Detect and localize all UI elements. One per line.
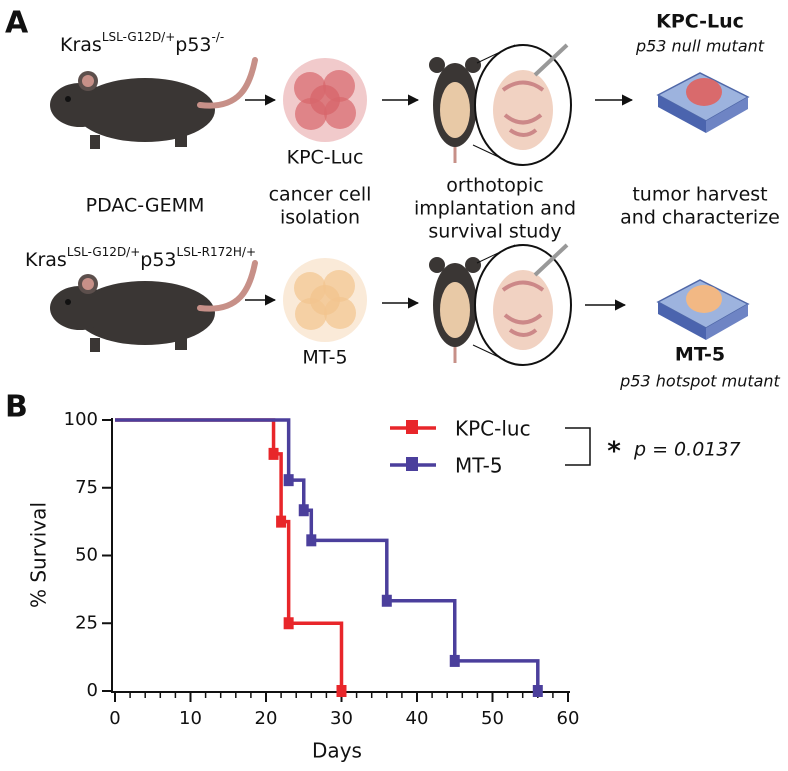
step-label: and characterize bbox=[620, 207, 780, 229]
event-marker bbox=[283, 474, 294, 487]
x-axis-label: Days bbox=[312, 739, 362, 763]
cell-line: MT-5 bbox=[302, 347, 347, 369]
y-tick-label: 0 bbox=[87, 680, 98, 701]
survival-curve bbox=[115, 418, 344, 691]
event-marker bbox=[449, 654, 460, 667]
event-marker bbox=[336, 685, 347, 697]
allele: -/- bbox=[212, 30, 225, 44]
x-tick-label: 50 bbox=[481, 708, 504, 729]
x-tick-label: 40 bbox=[406, 708, 429, 729]
step-label: PDAC-GEMM bbox=[86, 195, 205, 217]
x-tick-label: 60 bbox=[557, 708, 580, 729]
step-label: implantation and bbox=[414, 198, 576, 220]
comparison-bracket bbox=[565, 427, 591, 466]
legend-label: MT-5 bbox=[455, 454, 503, 478]
event-marker bbox=[306, 534, 317, 547]
x-tick-label: 30 bbox=[330, 708, 353, 729]
event-marker bbox=[532, 685, 543, 697]
allele: LSL-G12D/+ bbox=[102, 30, 175, 44]
panel-label: B bbox=[5, 390, 28, 425]
legend-marker bbox=[406, 457, 418, 471]
legend-marker bbox=[406, 420, 418, 434]
event-marker bbox=[298, 504, 309, 517]
allele: LSL-R172H/+ bbox=[177, 245, 256, 259]
y-axis-label: % Survival bbox=[27, 502, 51, 608]
significance-marker: * bbox=[607, 437, 621, 467]
step-label: tumor harvest bbox=[632, 184, 767, 206]
event-marker bbox=[381, 594, 392, 607]
allele: LSL-G12D/+ bbox=[67, 245, 140, 259]
gene: Kras bbox=[60, 34, 102, 56]
event-marker bbox=[283, 617, 294, 630]
x-tick-label: 10 bbox=[179, 708, 202, 729]
y-tick-label: 100 bbox=[64, 409, 98, 430]
mutation: p53 null mutant bbox=[635, 37, 765, 56]
event-marker bbox=[276, 515, 287, 528]
model-name: KPC-Luc bbox=[656, 11, 744, 33]
x-tick-label: 0 bbox=[109, 708, 120, 729]
panel-label: A bbox=[5, 6, 29, 41]
implant-illustration bbox=[427, 43, 573, 167]
cells-illustration bbox=[283, 58, 367, 142]
step-label: orthotopic bbox=[446, 175, 543, 197]
legend-label: KPC-luc bbox=[455, 417, 531, 441]
p-value: p = 0.0137 bbox=[633, 439, 741, 461]
tumor bbox=[686, 285, 722, 313]
y-tick-label: 75 bbox=[75, 477, 98, 498]
mutation: p53 hotspot mutant bbox=[619, 372, 780, 391]
step-label: cancer cell bbox=[269, 184, 372, 206]
gene: p53 bbox=[140, 249, 176, 271]
step-label: isolation bbox=[280, 207, 360, 229]
mouse-illustration bbox=[50, 60, 255, 149]
cells-illustration bbox=[283, 258, 367, 342]
gene: p53 bbox=[175, 34, 211, 56]
step-label: survival study bbox=[428, 221, 561, 243]
x-tick-label: 20 bbox=[255, 708, 278, 729]
y-tick-label: 25 bbox=[75, 612, 98, 633]
genotype: KrasLSL-G12D/+p53-/- bbox=[60, 30, 224, 56]
cell-line: KPC-Luc bbox=[287, 147, 364, 169]
implant-illustration bbox=[427, 243, 573, 367]
event-marker bbox=[268, 447, 279, 460]
tumor bbox=[686, 78, 722, 106]
mouse-illustration bbox=[50, 263, 255, 352]
survival-chart: B Days % Survival * p = 0.0137 0 10 20 30 40… bbox=[5, 390, 741, 763]
model-name: MT-5 bbox=[675, 344, 725, 366]
gene: Kras bbox=[25, 249, 67, 271]
y-tick-label: 50 bbox=[75, 545, 98, 566]
genotype: KrasLSL-G12D/+p53LSL-R172H/+ bbox=[25, 245, 256, 271]
